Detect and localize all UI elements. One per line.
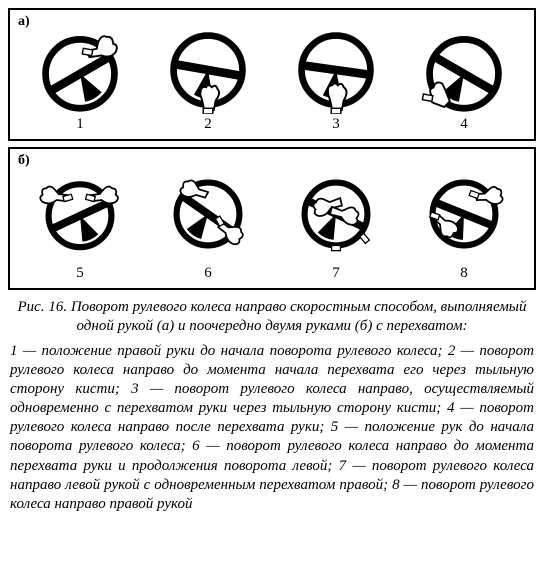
steering-wheel-icon <box>32 165 128 263</box>
wheel-4: 4 <box>416 26 512 133</box>
wheel-number: 6 <box>204 265 212 282</box>
figure-panel-a: а) 1 <box>8 8 536 141</box>
wheel-7: 7 <box>288 165 384 282</box>
wheel-5: 5 <box>32 165 128 282</box>
wheel-1: 1 <box>32 26 128 133</box>
wheel-number: 1 <box>76 116 84 133</box>
wheel-number: 7 <box>332 265 340 282</box>
wheel-number: 8 <box>460 265 468 282</box>
steering-wheel-icon <box>416 26 512 114</box>
steering-wheel-icon <box>416 165 512 263</box>
steering-wheel-icon <box>160 26 256 114</box>
wheel-number: 3 <box>332 116 340 133</box>
figure-caption: Рис. 16. Поворот рулевого колеса направо… <box>12 298 532 336</box>
wheel-row-a: 1 2 <box>16 14 528 133</box>
steering-wheel-icon <box>288 26 384 114</box>
steering-wheel-icon <box>288 165 384 263</box>
steering-wheel-icon <box>32 26 128 114</box>
wheel-number: 2 <box>204 116 212 133</box>
wheel-row-b: 5 6 <box>16 153 528 282</box>
wheel-3: 3 <box>288 26 384 133</box>
panel-b-label: б) <box>18 153 30 169</box>
panel-a-label: а) <box>18 14 30 30</box>
wheel-number: 4 <box>460 116 468 133</box>
steering-wheel-icon <box>160 165 256 263</box>
wheel-6: 6 <box>160 165 256 282</box>
wheel-2: 2 <box>160 26 256 133</box>
figure-legend: 1 — положение правой руки до начала пово… <box>10 342 534 515</box>
wheel-number: 5 <box>76 265 84 282</box>
figure-panel-b: б) <box>8 147 536 290</box>
wheel-8: 8 <box>416 165 512 282</box>
